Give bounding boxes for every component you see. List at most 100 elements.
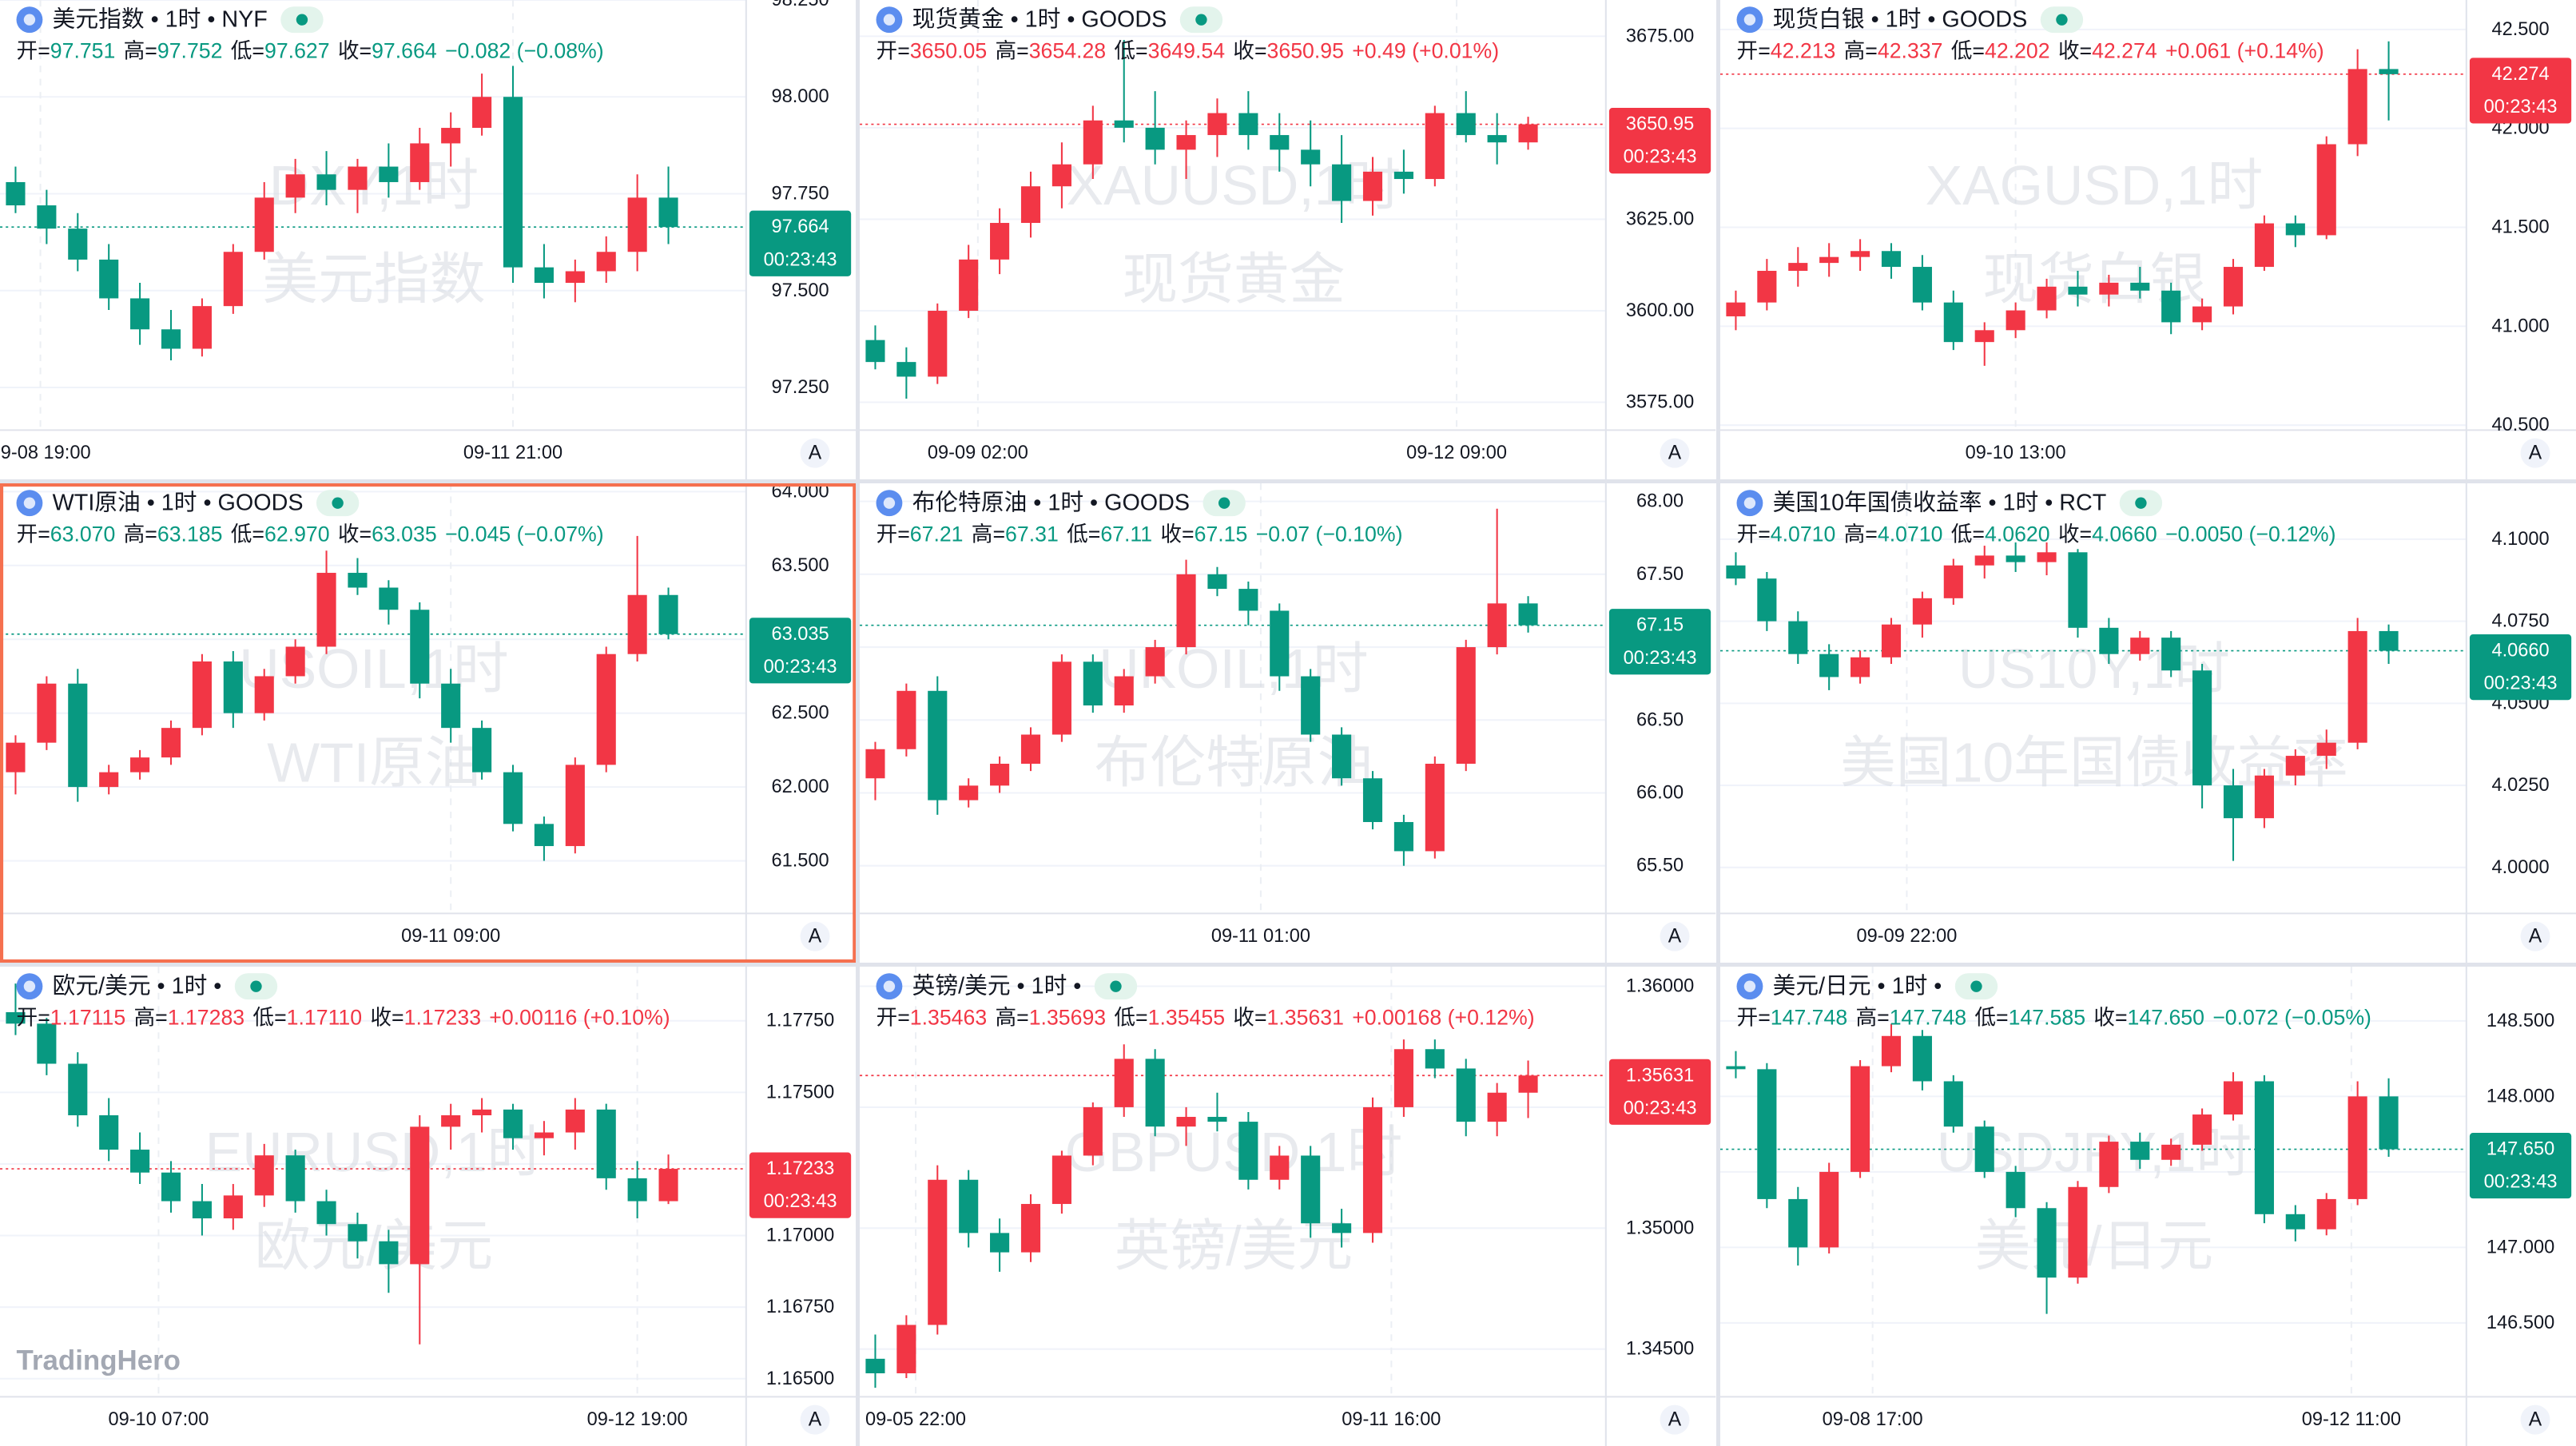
chart-title: 美国10年国债收益率 • 1时 • RCT <box>1772 491 2106 516</box>
last-price-label: 3650.95 <box>1626 114 1694 135</box>
symbol-icon-detail <box>884 14 896 26</box>
scale-button[interactable]: A <box>2528 1409 2542 1431</box>
y-tick-label: 42.500 <box>2491 19 2549 40</box>
chart-panel[interactable]: DXY,1时美元指数98.25098.00097.75097.50097.250… <box>0 0 857 479</box>
last-price-label: 147.650 <box>2487 1139 2554 1160</box>
scale-button-bg <box>1660 921 1690 951</box>
candle-body <box>1114 120 1135 128</box>
candle-body <box>627 1178 647 1202</box>
price-axis <box>1606 967 1716 1446</box>
candle-body <box>2285 1214 2305 1229</box>
chart-panel[interactable]: US10Y,1时美国10年国债收益率4.10004.07504.05004.02… <box>1719 483 2576 963</box>
scale-button[interactable]: A <box>1668 926 1682 947</box>
scale-button[interactable]: A <box>809 1409 822 1431</box>
candle-body <box>410 610 430 684</box>
candle-body <box>1850 657 1870 677</box>
scale-button[interactable]: A <box>809 926 822 947</box>
candle-body <box>896 362 916 377</box>
chart-panel[interactable]: GBPUSD,1时英镑/美元1.360001.355001.350001.345… <box>860 967 1716 1446</box>
last-price-box <box>2469 634 2571 701</box>
quote-value: 4.0660 <box>2092 522 2157 546</box>
scale-button[interactable]: A <box>809 443 822 464</box>
candle-body <box>68 228 88 260</box>
candle-body <box>1425 1049 1445 1069</box>
candle-body <box>2379 630 2399 651</box>
scale-button[interactable]: A <box>2528 443 2542 464</box>
candle-body <box>348 166 368 190</box>
chart-title: WTI原油 • 1时 • GOODS <box>53 491 304 516</box>
quote-value: 3654.28 <box>1029 39 1106 63</box>
watermark: 英镑/美元 <box>1115 1214 1353 1277</box>
quote-change: +0.49 (+0.01%) <box>1353 39 1500 63</box>
scale-button[interactable]: A <box>2528 926 2542 947</box>
y-tick-label: 3675.00 <box>1626 26 1694 46</box>
quote-value: 42.274 <box>2092 39 2157 63</box>
y-tick-label: 66.00 <box>1636 782 1684 803</box>
candle-body <box>254 197 274 252</box>
last-price-box <box>2469 1132 2571 1199</box>
candle-body <box>1518 1075 1538 1093</box>
scale-button-bg <box>800 1404 830 1435</box>
scale-button[interactable]: A <box>1668 443 1682 464</box>
candle-body <box>865 340 885 363</box>
candle-body <box>596 1109 616 1178</box>
scale-button[interactable]: A <box>1668 1409 1682 1431</box>
y-tick-label: 40.500 <box>2491 415 2549 435</box>
y-tick-label: 4.1000 <box>2491 529 2549 550</box>
x-tick-label: 09-12 09:00 <box>1406 443 1507 463</box>
chart-title: 现货白银 • 1时 • GOODS <box>1772 7 2027 33</box>
candle-body <box>596 252 616 272</box>
chart-panel[interactable]: XAGUSD,1时现货白银42.50042.00041.50041.00040.… <box>1719 0 2576 479</box>
candle-body <box>1819 653 1839 677</box>
x-tick-label: 09-08 19:00 <box>0 443 91 463</box>
candle-body <box>6 742 26 773</box>
candle-body <box>254 1155 274 1196</box>
candle-body <box>1912 267 1932 303</box>
watermark: GBPUSD,1时 <box>1065 1121 1403 1183</box>
candle-body <box>1819 256 1839 264</box>
quote-label: 低= <box>1974 1006 2008 1030</box>
candle-body <box>1052 661 1072 735</box>
candle-body <box>1176 1117 1196 1127</box>
candle-body <box>223 661 243 713</box>
countdown: 00:23:43 <box>2483 673 2557 694</box>
candle-body <box>348 1224 368 1241</box>
candle-body <box>1021 1204 1041 1253</box>
quote-value: 67.21 <box>910 522 964 546</box>
candle-body <box>1021 734 1041 764</box>
quote-label: 开= <box>877 39 910 63</box>
quote-value: 1.35455 <box>1148 1006 1225 1030</box>
chart-title: 现货黄金 • 1时 • GOODS <box>912 7 1167 33</box>
last-price-box <box>749 618 852 684</box>
chart-panel[interactable]: EURUSD,1时欧元/美元1.177501.175001.172501.170… <box>0 967 857 1446</box>
candle-body <box>99 772 119 788</box>
candle-body <box>192 661 212 729</box>
quote-label: 低= <box>1950 522 1984 546</box>
quote-value: 4.0620 <box>1985 522 2050 546</box>
candle-body <box>1974 330 1994 343</box>
watermark: US10Y,1时 <box>1958 638 2230 700</box>
chart-panel[interactable]: UKOIL,1时布伦特原油68.0067.5067.0066.5066.0065… <box>860 483 1716 963</box>
y-tick-label: 61.500 <box>771 851 829 872</box>
quote-label: 收= <box>338 39 372 63</box>
x-tick-label: 09-05 22:00 <box>865 1409 966 1430</box>
candle-body <box>2347 1096 2367 1199</box>
candle-body <box>658 197 678 228</box>
candle-body <box>627 594 647 654</box>
chart-panel[interactable]: USOIL,1时WTI原油64.00063.50063.00062.50062.… <box>0 483 857 963</box>
candle-body <box>990 763 1010 786</box>
candle-body <box>928 690 948 800</box>
candle-body <box>1756 271 1777 303</box>
candle-body <box>1238 113 1258 136</box>
last-price-box <box>749 1152 852 1218</box>
chart-panel[interactable]: USDJPY,1时美元/日元148.500148.000147.500147.0… <box>1719 967 2576 1446</box>
y-tick-label: 3625.00 <box>1626 209 1694 229</box>
candle-body <box>1456 647 1477 764</box>
y-tick-label: 1.17000 <box>766 1226 834 1246</box>
quote-value: 4.0710 <box>1878 522 1943 546</box>
candle-body <box>1487 603 1508 648</box>
chart-title: 布伦特原油 • 1时 • GOODS <box>912 491 1190 516</box>
candle-body <box>1756 1069 1777 1199</box>
chart-panel[interactable]: XAUUSD,1时现货黄金3675.003650.003625.003600.0… <box>860 0 1716 479</box>
candle-body <box>1332 164 1352 201</box>
